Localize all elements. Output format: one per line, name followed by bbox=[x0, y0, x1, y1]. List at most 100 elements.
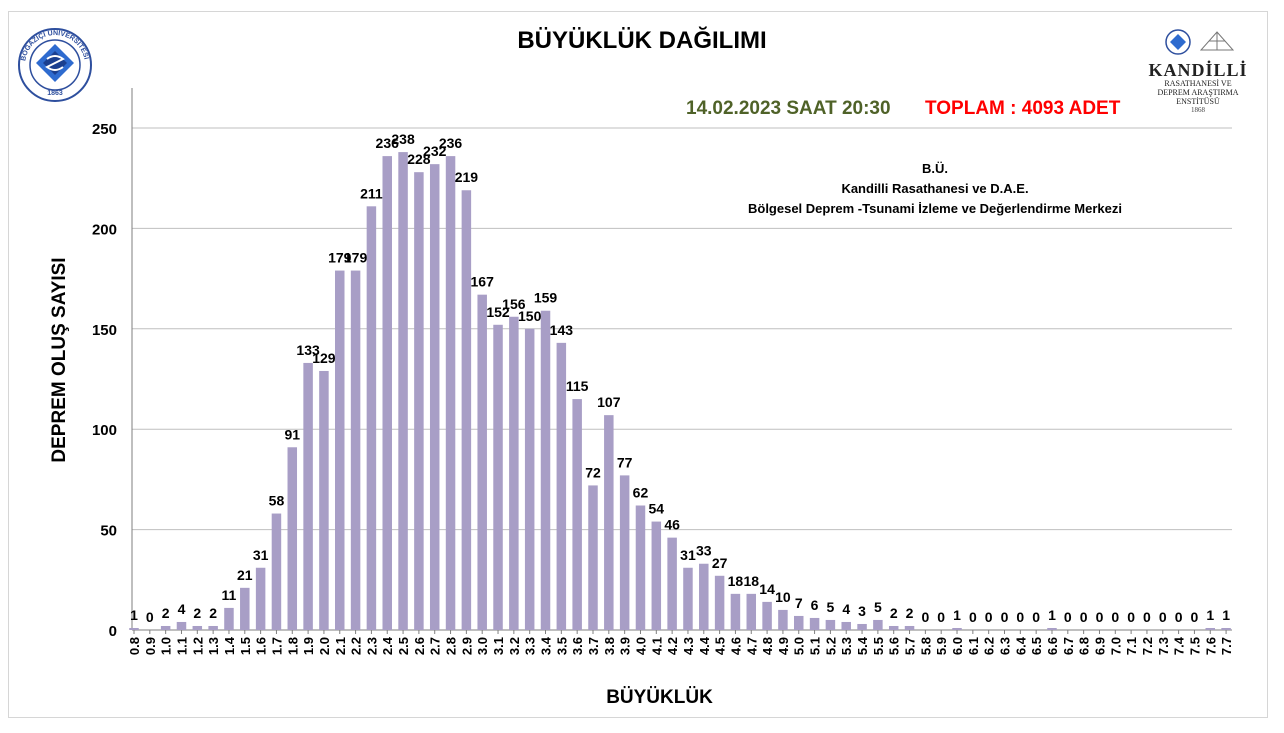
x-tick-label: 4.9 bbox=[776, 637, 791, 655]
bar-value-label: 31 bbox=[253, 547, 269, 563]
x-tick-label: 5.7 bbox=[903, 637, 918, 655]
kandilli-subtitle-line2: DEPREM ARAŞTIRMA bbox=[1157, 88, 1239, 97]
bar-value-label: 0 bbox=[1175, 609, 1183, 625]
bar-value-label: 7 bbox=[795, 595, 803, 611]
x-tick-label: 3.4 bbox=[539, 636, 554, 655]
x-tick-label: 5.0 bbox=[792, 637, 807, 655]
y-tick-label: 50 bbox=[100, 523, 117, 540]
x-tick-label: 7.6 bbox=[1203, 637, 1218, 655]
bars bbox=[129, 152, 1231, 631]
bar-value-label: 159 bbox=[534, 290, 558, 306]
bar-value-label: 1 bbox=[1222, 607, 1230, 623]
bar bbox=[667, 537, 677, 630]
bar-value-label: 129 bbox=[312, 350, 336, 366]
bar-value-label: 1 bbox=[1048, 607, 1056, 623]
bar-value-label: 5 bbox=[827, 599, 835, 615]
kandilli-name: KANDİLLİ bbox=[1148, 60, 1248, 80]
bar bbox=[382, 156, 392, 630]
x-tick-label: 7.4 bbox=[1172, 636, 1187, 655]
bar-value-label: 179 bbox=[344, 250, 368, 266]
bar bbox=[651, 521, 662, 630]
bar-value-label: 238 bbox=[391, 131, 415, 147]
bar bbox=[240, 587, 250, 630]
bar bbox=[335, 270, 345, 630]
bar bbox=[477, 294, 487, 630]
kandilli-observatory-logo: KANDİLLİ RASATHANESİ VE DEPREM ARAŞTIRMA… bbox=[1148, 28, 1248, 114]
bar-value-label: 58 bbox=[269, 493, 285, 509]
x-tick-label: 3.0 bbox=[475, 637, 490, 655]
bar-value-label: 150 bbox=[518, 308, 542, 324]
bar-value-label: 3 bbox=[858, 603, 866, 619]
x-tick-label: 1.8 bbox=[285, 637, 300, 655]
bar bbox=[762, 601, 772, 630]
x-tick-label: 1.9 bbox=[301, 637, 316, 655]
bar bbox=[619, 475, 630, 630]
x-tick-label: 0.9 bbox=[143, 637, 158, 655]
bar bbox=[588, 485, 598, 630]
bar-value-label: 6 bbox=[811, 597, 819, 613]
bar-value-label: 0 bbox=[985, 609, 993, 625]
x-tick-label: 6.3 bbox=[998, 637, 1013, 655]
center-name: Bölgesel Deprem -Tsunami İzleme ve Değer… bbox=[747, 201, 1122, 216]
bar-value-label: 4 bbox=[178, 601, 186, 617]
x-tick-label: 2.2 bbox=[349, 637, 364, 655]
bar-value-labels: 1 0 2 4 2 21121315891133129179179211236238228… bbox=[130, 131, 1230, 625]
x-tick-label: 4.5 bbox=[713, 637, 728, 655]
x-tick-label: 3.6 bbox=[570, 637, 585, 655]
bar-value-label: 11 bbox=[222, 587, 237, 603]
bar bbox=[414, 172, 424, 630]
y-tick-labels: 0 50 100 150 200 250 bbox=[92, 121, 117, 640]
x-tick-label: 2.5 bbox=[396, 637, 411, 655]
x-tick-label: 7.1 bbox=[1124, 637, 1139, 655]
bar-value-label: 115 bbox=[566, 378, 589, 394]
y-tick-label: 250 bbox=[92, 121, 117, 138]
bar bbox=[493, 324, 503, 630]
bar-value-label: 143 bbox=[550, 322, 574, 338]
bar-value-label: 4 bbox=[842, 601, 850, 617]
x-tick-label: 3.5 bbox=[554, 637, 569, 655]
x-tick-label: 2.8 bbox=[444, 637, 459, 655]
x-tick-label: 1.1 bbox=[174, 637, 189, 655]
bar-value-label: 21 bbox=[237, 567, 253, 583]
x-tick-labels: 0.8 0.9 1.0 1.1 1.2 1.3 1.4 1.5 1.6 1.7 1.8 1.9 2.0 2… bbox=[127, 636, 1234, 655]
bar bbox=[160, 625, 171, 630]
bar-value-label: 133 bbox=[296, 342, 320, 358]
x-tick-label: 7.0 bbox=[1108, 637, 1123, 655]
x-tick-label: 2.9 bbox=[459, 637, 474, 655]
x-tick-label: 1.6 bbox=[254, 637, 269, 655]
bar-value-label: 0 bbox=[1096, 609, 1104, 625]
bar-value-label: 219 bbox=[455, 169, 479, 185]
x-tick-label: 5.3 bbox=[839, 637, 854, 655]
x-tick-label: 2.6 bbox=[412, 637, 427, 655]
bar-value-label: 107 bbox=[597, 394, 621, 410]
bar bbox=[1047, 627, 1057, 630]
y-tick-label: 200 bbox=[92, 221, 117, 238]
bar bbox=[825, 619, 836, 630]
x-tick-label: 6.2 bbox=[982, 637, 997, 655]
x-tick-label: 7.7 bbox=[1219, 637, 1234, 655]
bar-value-label: 1 bbox=[130, 607, 138, 623]
bar-value-label: 33 bbox=[696, 543, 712, 559]
x-tick-label: 2.7 bbox=[428, 637, 443, 655]
bar-value-label: 0 bbox=[1016, 609, 1024, 625]
x-tick-label: 6.6 bbox=[1045, 637, 1060, 655]
bar bbox=[841, 621, 851, 630]
x-tick-label: 4.7 bbox=[744, 637, 759, 655]
x-tick-label: 6.5 bbox=[1029, 637, 1044, 655]
bar bbox=[208, 625, 218, 630]
bar bbox=[730, 593, 741, 630]
bar-value-label: 0 bbox=[1127, 609, 1135, 625]
x-tick-label: 6.7 bbox=[1061, 637, 1076, 655]
x-tick-label: 4.1 bbox=[649, 637, 664, 655]
bar bbox=[540, 310, 551, 630]
x-tick-label: 4.4 bbox=[697, 636, 712, 655]
svg-text:1863: 1863 bbox=[47, 90, 63, 97]
bar bbox=[888, 625, 899, 630]
bar bbox=[176, 621, 187, 630]
bar bbox=[271, 513, 282, 630]
bar-value-label: 0 bbox=[1001, 609, 1009, 625]
bar bbox=[224, 607, 234, 630]
x-tick-label: 1.0 bbox=[159, 637, 174, 655]
x-tick-label: 4.3 bbox=[681, 637, 696, 655]
